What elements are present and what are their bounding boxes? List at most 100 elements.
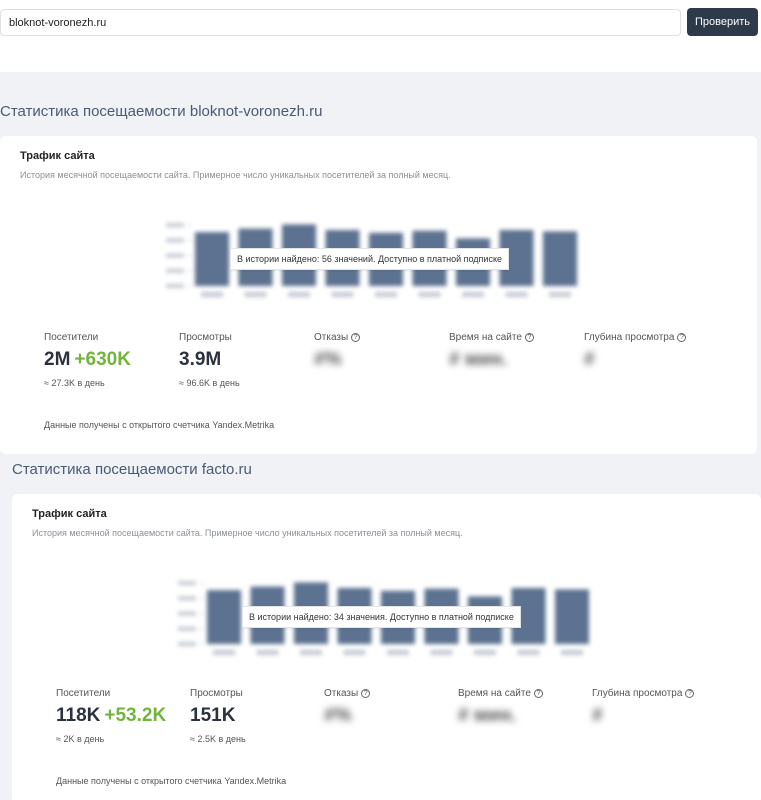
search-bar: Проверить [0,0,761,72]
x-tick-label [256,650,279,655]
metric-depth: Глубина просмотра? # [584,332,687,371]
section-title: Статистика посещаемости facto.ru [12,461,252,478]
x-tick-label [462,292,484,297]
question-icon[interactable]: ? [677,333,687,342]
y-tick-label [166,238,184,243]
metric-bounce: Отказы? #% [314,332,361,371]
depth-label: Глубина просмотра [592,688,683,699]
question-icon[interactable]: ? [524,333,534,342]
y-tick-label [166,253,184,258]
traffic-chart: В истории найдено: 56 значений. Доступно… [160,210,580,304]
x-tick-label [213,650,235,655]
metric-value-locked: # [584,349,595,370]
traffic-card: Трафик сайта История месячной посещаемос… [0,136,757,454]
metric-bounce: Отказы? #% [324,688,371,727]
visitors-value: 2M [44,349,71,370]
metric-time: Время на сайте? # мин. [449,332,534,371]
metric-views: Просмотры 3.9M ≈ 96.6K в день [179,332,240,388]
source-note: Данные получены с открытого счетчика Yan… [56,776,287,786]
views-label: Просмотры [190,688,243,699]
metric-value-locked: # [592,705,603,726]
x-tick-label [387,650,409,655]
time-label: Время на сайте [449,332,522,343]
metric-views: Просмотры 151K ≈ 2.5K в день [190,688,246,744]
x-tick-label [549,292,571,297]
card-description: История месячной посещаемости сайта. При… [32,528,463,538]
x-tick-label [331,292,354,297]
metric-value: 2M +630K [44,349,131,371]
check-button[interactable]: Проверить [687,8,758,36]
x-tick-label [244,292,267,297]
metric-value: 151K [190,705,236,726]
metric-label: Время на сайте? [449,332,534,343]
time-label: Время на сайте [458,688,531,699]
depth-label: Глубина просмотра [584,332,675,343]
metric-depth: Глубина просмотра? # [592,688,695,727]
metric-sub: ≈ 2K в день [56,734,105,744]
metric-sub: ≈ 96.6K в день [179,378,240,388]
metric-label: Просмотры [179,332,240,343]
question-icon[interactable]: ? [685,689,695,698]
y-tick-label [166,284,184,288]
y-tick-label [166,223,184,228]
x-tick-label [430,650,453,655]
x-tick-label [561,650,583,655]
metric-time: Время на сайте? # мин. [458,688,543,727]
section-title: Статистика посещаемости bloknot-voronezh… [0,103,323,120]
source-note: Данные получены с открытого счетчика Yan… [44,420,275,430]
x-tick-label [288,292,310,297]
visitors-label: Посетители [44,332,99,343]
metric-label: Отказы? [314,332,361,343]
question-icon[interactable]: ? [351,333,361,342]
x-tick-label [343,650,366,655]
chart-bar [543,231,577,286]
metric-label: Посетители [44,332,131,343]
metric-label: Просмотры [190,688,246,699]
chart-bar [195,232,229,286]
metric-label: Отказы? [324,688,371,699]
visitors-delta: +53.2K [104,705,167,726]
metric-value: 3.9M [179,349,222,370]
x-tick-label [300,650,322,655]
metric-label: Глубина просмотра? [592,688,695,699]
card-title: Трафик сайта [32,508,107,520]
y-tick-label [166,268,184,273]
x-tick-label [418,292,441,297]
x-tick-label [201,292,223,297]
metric-value-locked: # мин. [449,349,508,370]
x-tick-label [375,292,397,297]
x-tick-label [505,292,528,297]
visitors-label: Посетители [56,688,111,699]
question-icon[interactable]: ? [533,689,543,698]
metric-value-locked: # мин. [458,705,517,726]
y-tick-label [178,581,196,586]
metric-value-locked: #% [324,705,352,726]
paywall-overlay[interactable]: В истории найдено: 34 значения. Доступно… [242,606,521,628]
question-icon[interactable]: ? [361,689,371,698]
metric-label: Посетители [56,688,166,699]
traffic-chart: В истории найдено: 34 значения. Доступно… [172,568,592,662]
chart-bar [555,589,589,644]
visitors-value: 118K [56,705,101,726]
x-tick-label [474,650,496,655]
metric-label: Глубина просмотра? [584,332,687,343]
card-description: История месячной посещаемости сайта. При… [20,170,451,180]
traffic-card: Трафик сайта История месячной посещаемос… [12,494,761,800]
chart-bar [207,590,241,644]
card-title: Трафик сайта [20,150,95,162]
metric-sub: ≈ 2.5K в день [190,734,246,744]
bounce-label: Отказы [314,332,349,343]
visitors-delta: +630K [74,349,131,370]
y-tick-label [178,596,196,601]
y-tick-label [178,642,196,646]
domain-search-input[interactable] [0,9,681,36]
metric-value: 118K +53.2K [56,705,166,727]
main-content: Статистика посещаемости bloknot-voronezh… [0,72,761,800]
metric-label: Время на сайте? [458,688,543,699]
metric-visitors: Посетители 2M +630K ≈ 27.3K в день [44,332,131,388]
bounce-label: Отказы [324,688,359,699]
views-label: Просмотры [179,332,232,343]
x-tick-label [517,650,540,655]
y-tick-label [178,626,196,631]
paywall-overlay[interactable]: В истории найдено: 56 значений. Доступно… [230,248,509,270]
